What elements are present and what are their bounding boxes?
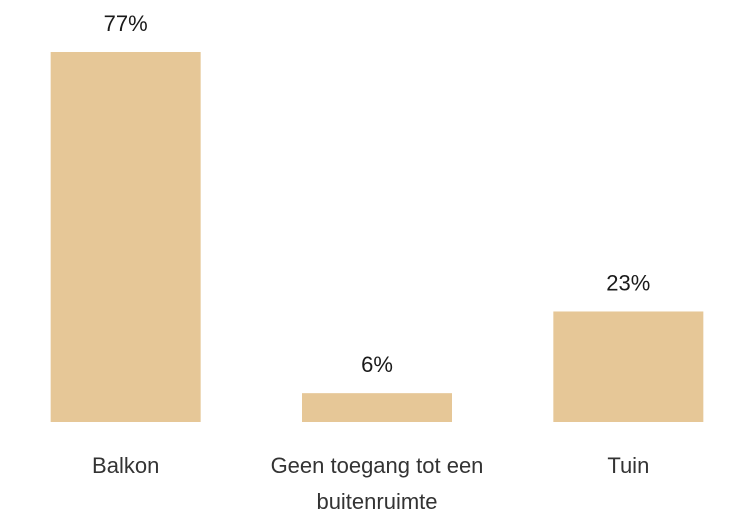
x-tick-label: Geen toegang tot een buitenruimte bbox=[270, 453, 484, 514]
value-label: 77% bbox=[104, 11, 148, 36]
value-label: 23% bbox=[606, 270, 650, 295]
x-tick-label: Tuin bbox=[607, 453, 650, 478]
bar bbox=[553, 311, 704, 422]
bar bbox=[50, 52, 201, 422]
x-tick-label: Balkon bbox=[92, 453, 160, 478]
value-label: 6% bbox=[361, 352, 393, 377]
bar bbox=[302, 393, 452, 422]
